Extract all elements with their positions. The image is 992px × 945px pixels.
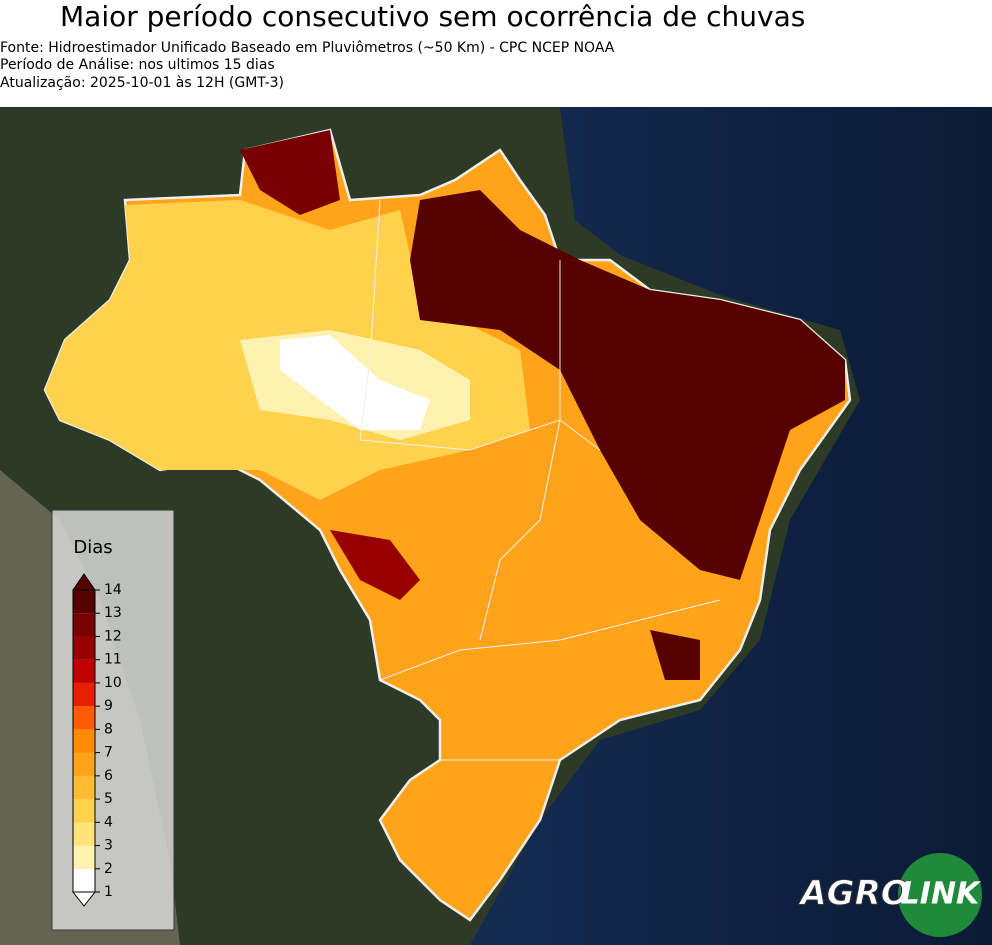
logo-part2: LINK bbox=[901, 877, 982, 912]
colorbar-tick-label: 4 bbox=[104, 814, 113, 830]
dry-zone-northeast bbox=[410, 190, 845, 580]
colorbar-tick-label: 6 bbox=[104, 768, 113, 784]
title: Maior período consecutivo sem ocorrência… bbox=[60, 0, 806, 33]
colorbar-tick-label: 3 bbox=[104, 838, 113, 854]
dry-zone-north bbox=[240, 130, 340, 215]
colorbar-segment bbox=[73, 752, 95, 776]
borders bbox=[359, 199, 721, 761]
dry-zone-east bbox=[650, 630, 700, 680]
period: Período de Análise: nos ultimos 15 dias bbox=[0, 57, 275, 73]
colorbar-segment bbox=[73, 822, 95, 846]
logo-circle bbox=[898, 853, 982, 937]
colorbar-tick-label: 7 bbox=[104, 745, 113, 761]
colorbar-frame bbox=[72, 589, 96, 893]
colorbar-segment bbox=[73, 590, 95, 614]
colorbar-tick-label: 14 bbox=[104, 582, 122, 598]
legend-box bbox=[51, 509, 175, 931]
colorbar-tick-label: 5 bbox=[104, 791, 113, 807]
colorbar-tick-label: 12 bbox=[104, 628, 122, 644]
source: Fonte: Hidroestimador Unificado Baseado … bbox=[0, 40, 615, 56]
colorbar-segment bbox=[73, 682, 95, 707]
colorbar-segment bbox=[73, 799, 95, 823]
colorbar-segment bbox=[73, 775, 95, 800]
colorbar-segment bbox=[73, 729, 95, 753]
colorbar-segment bbox=[73, 659, 95, 683]
colorbar-segment bbox=[73, 613, 95, 637]
colorbar-tick-label: 11 bbox=[104, 652, 122, 668]
dry-zone-southwest bbox=[330, 530, 420, 600]
colorbar-segment bbox=[73, 636, 95, 660]
colorbar-tick-label: 13 bbox=[104, 605, 122, 621]
logo-part1: AGRO bbox=[797, 874, 909, 914]
legend-title: Dias bbox=[73, 537, 112, 558]
colorbar-tick-label: 9 bbox=[104, 698, 113, 714]
colorbar-segment bbox=[73, 868, 95, 892]
colorbar-tick-label: 1 bbox=[104, 884, 113, 900]
updated: Atualização: 2025-10-01 às 12H (GMT-3) bbox=[0, 75, 284, 91]
colorbar-segment bbox=[73, 845, 95, 869]
dry-zone-white bbox=[280, 335, 430, 430]
colorbar-tick-label: 2 bbox=[104, 861, 113, 877]
colorbar-segment bbox=[73, 706, 95, 730]
colorbar-tick-label: 8 bbox=[104, 721, 113, 737]
colorbar-tick-label: 10 bbox=[104, 675, 122, 691]
